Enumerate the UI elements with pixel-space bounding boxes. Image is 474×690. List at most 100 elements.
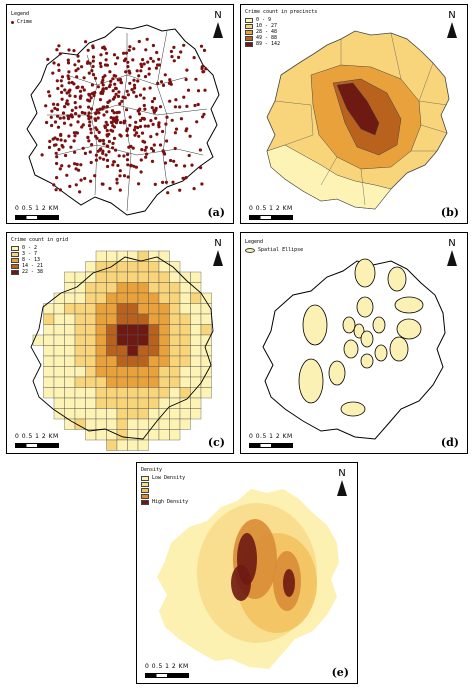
crime-point	[62, 121, 67, 125]
crime-point	[53, 136, 57, 140]
grid-cell	[169, 282, 181, 294]
grid-cell	[190, 303, 202, 315]
grid-cell	[74, 387, 86, 399]
crime-point	[46, 57, 50, 62]
crime-point	[151, 122, 155, 126]
crime-point	[56, 86, 60, 91]
crime-point	[118, 102, 122, 106]
crime-point	[172, 159, 176, 163]
ellipse	[394, 296, 424, 314]
grid-cell	[179, 334, 191, 346]
crime-point	[79, 163, 83, 167]
crime-point	[133, 86, 137, 90]
crime-point	[174, 163, 178, 167]
crime-point	[137, 39, 141, 44]
crime-point	[130, 88, 134, 92]
crime-point	[105, 110, 109, 114]
crime-point	[70, 115, 74, 119]
crime-point	[143, 124, 147, 128]
crime-point	[109, 79, 113, 83]
crime-point	[105, 63, 109, 67]
crime-point	[118, 133, 122, 137]
grid-cell	[85, 345, 97, 357]
crime-point	[61, 145, 65, 149]
crime-point	[183, 164, 187, 168]
crime-point	[88, 93, 92, 97]
grid-cell	[116, 355, 128, 367]
crime-point	[54, 151, 58, 155]
legend-title: Legend	[11, 11, 30, 17]
crime-point	[129, 164, 133, 168]
crime-point	[128, 115, 132, 119]
crime-point	[74, 106, 78, 110]
grid-cell	[190, 366, 202, 378]
crime-point	[52, 102, 56, 106]
crime-point	[185, 104, 189, 108]
crime-point	[66, 114, 70, 118]
crime-point	[101, 88, 105, 92]
grid-cell	[179, 313, 191, 325]
crime-point	[81, 146, 85, 150]
grid-cell	[64, 355, 76, 367]
crime-point	[188, 134, 192, 138]
crime-point	[93, 76, 98, 80]
crime-point	[196, 102, 200, 107]
legend-title: Legend	[245, 239, 264, 245]
grid-cell	[74, 366, 86, 378]
crime-point	[67, 77, 71, 81]
grid-cell	[106, 439, 118, 451]
crime-point	[89, 96, 93, 100]
grid-cell	[169, 429, 181, 441]
crime-point	[101, 182, 105, 186]
grid-cell	[85, 313, 97, 325]
grid-cell	[95, 324, 107, 336]
crime-point	[101, 149, 105, 153]
crime-point	[96, 116, 100, 120]
crime-point	[47, 145, 52, 149]
crime-point	[144, 145, 148, 149]
class-range: 49 - 88	[256, 35, 278, 42]
grid-cell	[179, 303, 191, 315]
crime-point	[88, 99, 92, 103]
city-boundary	[30, 256, 214, 440]
crime-point	[120, 99, 124, 103]
crime-point	[54, 188, 58, 192]
crime-point	[203, 88, 207, 92]
grid-cell	[85, 387, 97, 399]
grid-cell	[43, 334, 55, 346]
grid-cell	[127, 324, 139, 336]
crime-point	[144, 48, 148, 52]
grid-cell	[116, 418, 128, 430]
crime-point	[83, 151, 87, 155]
crime-point	[67, 81, 71, 85]
crime-point	[62, 116, 66, 120]
crime-point	[60, 84, 64, 88]
grid-cell	[148, 334, 160, 346]
grid-cell	[179, 376, 191, 388]
legend-e: Density Low Density High Density	[141, 467, 188, 506]
grid-cell	[137, 418, 149, 430]
crime-point	[73, 94, 77, 98]
top-precinct	[336, 82, 380, 136]
precinct-lines	[274, 32, 448, 206]
grid-cell	[53, 345, 65, 357]
panel-e-density: Density Low Density High Density N 0 0.5…	[136, 462, 358, 684]
crime-point	[52, 61, 56, 65]
grid-cell	[148, 282, 160, 294]
crime-point	[132, 128, 137, 132]
grid-cell	[53, 366, 65, 378]
crime-point	[116, 94, 121, 98]
crime-point	[87, 71, 91, 75]
panel-b-precinct-counts: Crime count in precincts 0 - 9 10 - 27 2…	[240, 4, 468, 224]
grid-cell	[158, 387, 170, 399]
crime-point	[103, 74, 107, 78]
crime-point	[170, 55, 174, 59]
crime-point	[55, 79, 59, 83]
crime-point	[74, 183, 78, 187]
crime-point	[136, 126, 140, 130]
scale-bar: 0 0.5 1 2 KM	[249, 433, 309, 449]
grid-cell	[53, 387, 65, 399]
grid-cell	[169, 292, 181, 304]
crime-point	[45, 120, 49, 125]
crime-point	[201, 115, 205, 119]
